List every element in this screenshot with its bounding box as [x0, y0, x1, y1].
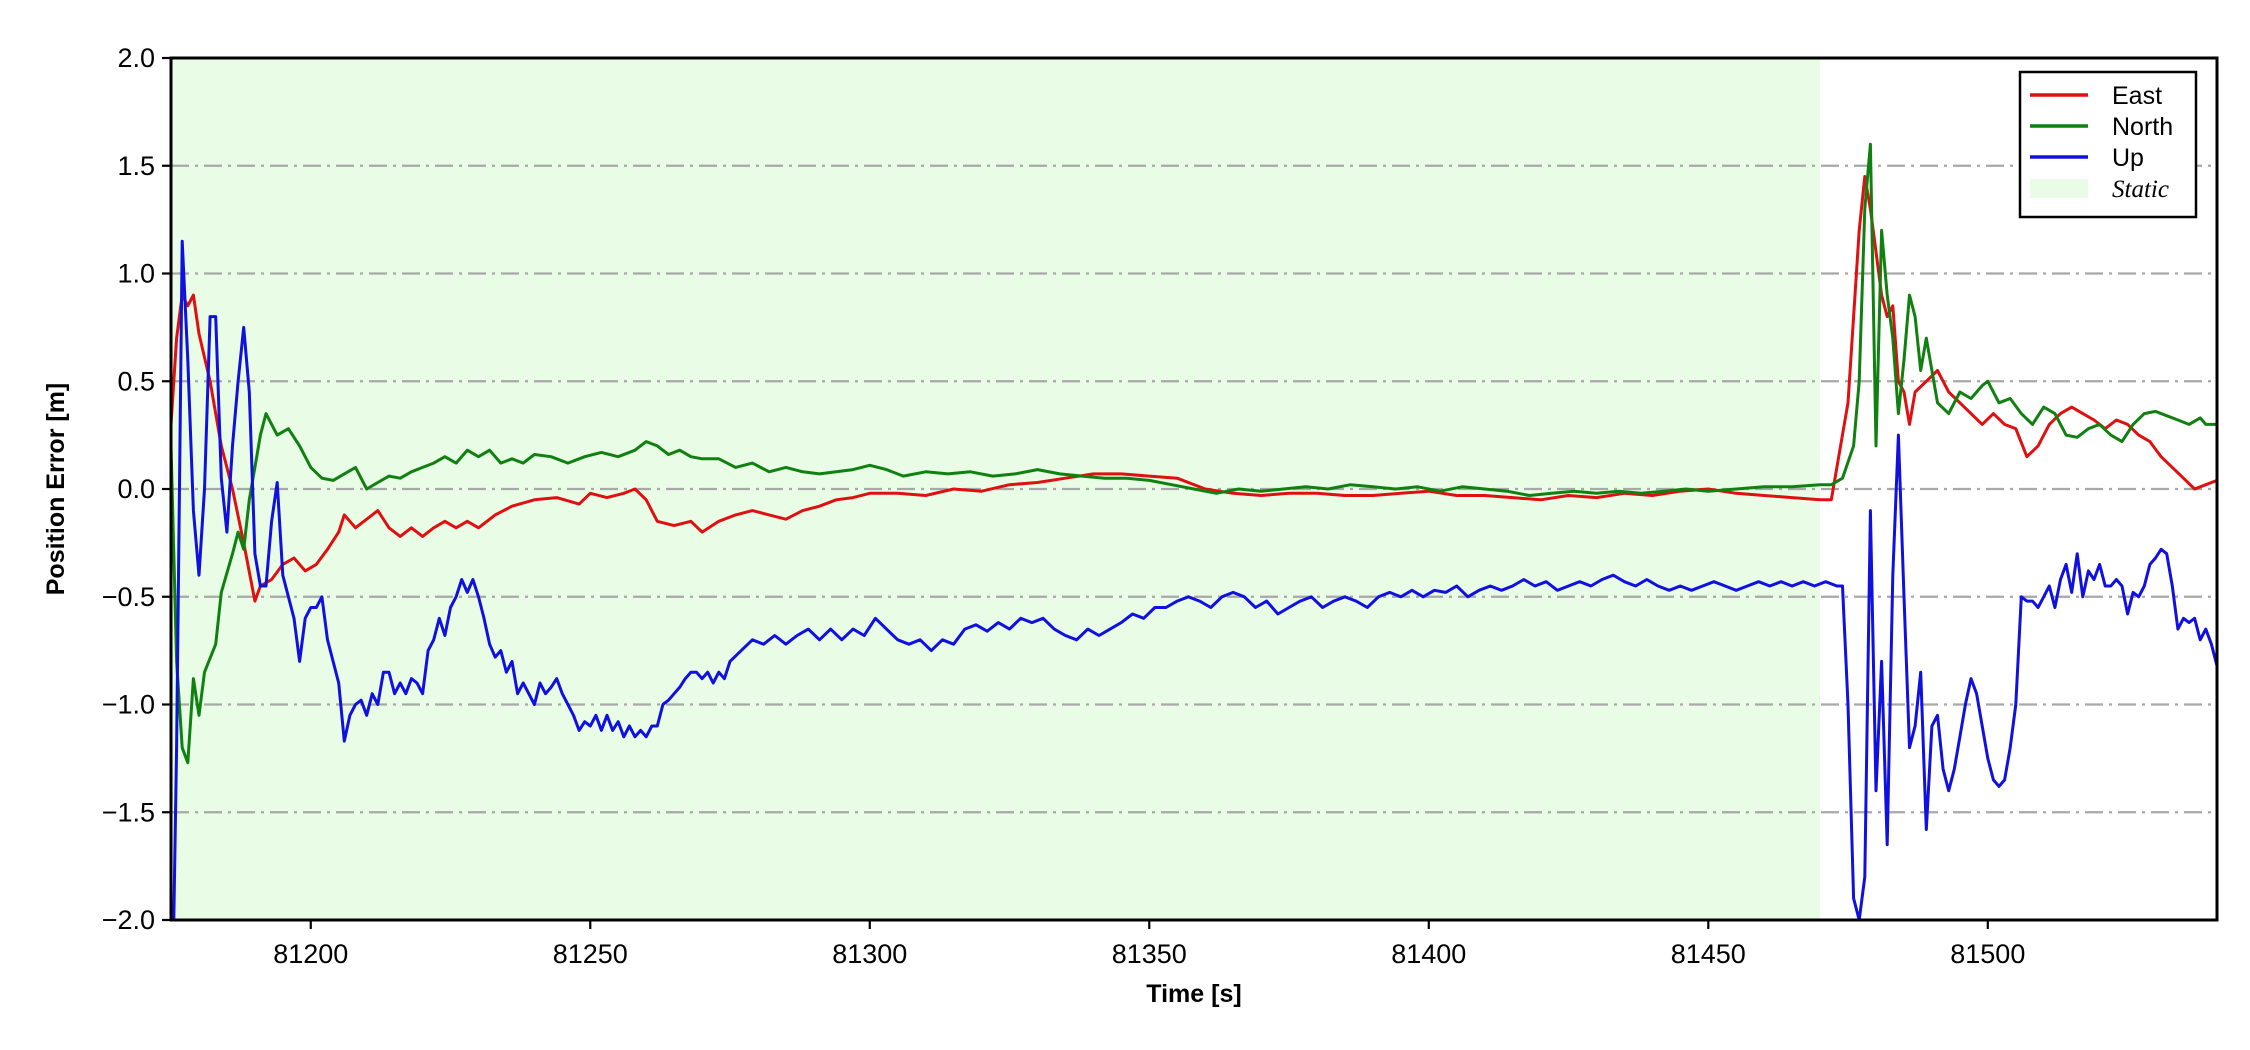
- x-axis-title: Time [s]: [1146, 980, 1241, 1008]
- series-line-east: [171, 175, 2217, 603]
- legend-label-north: North: [2112, 113, 2173, 141]
- legend-swatch-static: [2030, 179, 2088, 198]
- series-line-up: [171, 239, 2217, 920]
- y-tick-label: 2.0: [117, 43, 155, 73]
- legend-label-static: Static: [2112, 176, 2169, 203]
- x-tick-label: 81350: [1112, 939, 1187, 969]
- x-tick-label: 81400: [1391, 939, 1466, 969]
- y-tick-label: −0.5: [102, 582, 155, 612]
- x-tick-label: 81250: [553, 939, 628, 969]
- y-tick-label: 0.5: [117, 366, 155, 396]
- legend-label-east: East: [2112, 82, 2162, 110]
- y-tick-label: 1.0: [117, 259, 155, 289]
- y-tick-label: 0.0: [117, 474, 155, 504]
- series-lines: [171, 142, 2217, 920]
- y-axis-title: Position Error [m]: [42, 383, 70, 596]
- x-tick-label: 81450: [1671, 939, 1746, 969]
- y-tick-label: 1.5: [117, 151, 155, 181]
- ticks: 2.0 1.5 1.0 0.5 0.0 −0.5 −1.0 −1.5 −2.0 81200 8125…: [102, 43, 2026, 969]
- x-tick-label: 81500: [1950, 939, 2025, 969]
- series-line-north: [171, 142, 2217, 765]
- y-tick-label: −2.0: [102, 905, 155, 935]
- legend-label-up: Up: [2112, 144, 2144, 172]
- y-tick-label: −1.0: [102, 690, 155, 720]
- y-tick-label: −1.5: [102, 797, 155, 827]
- x-tick-label: 81300: [832, 939, 907, 969]
- legend: East North Up Static: [2018, 70, 2198, 219]
- x-tick-label: 81200: [273, 939, 348, 969]
